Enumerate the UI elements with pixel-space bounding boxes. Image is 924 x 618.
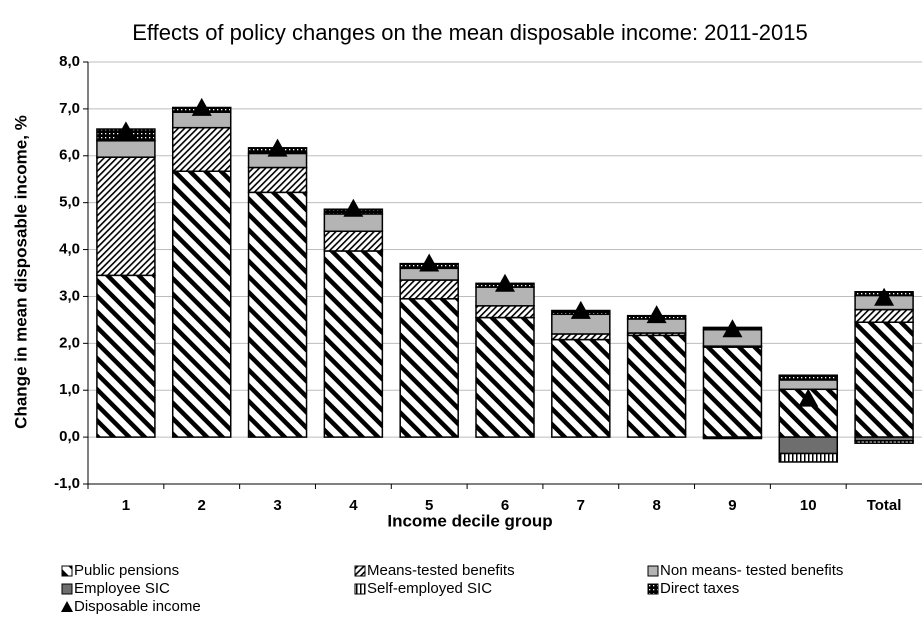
marker <box>874 287 895 306</box>
marker <box>115 121 136 140</box>
bar-segment <box>247 166 308 194</box>
legend-label: Self-employed SIC <box>367 580 492 597</box>
bar-segment <box>96 140 156 158</box>
bar-segment <box>778 374 839 381</box>
y-tick-label: 0,0 <box>59 428 80 445</box>
x-tick-label: 6 <box>501 497 509 514</box>
legend-swatch <box>354 583 366 595</box>
bar-segment <box>854 321 914 438</box>
bar-segment <box>551 338 611 438</box>
bar-segment <box>778 452 839 463</box>
bar-segment <box>96 274 156 438</box>
legend-label: Non means- tested benefits <box>660 562 843 579</box>
y-tick-label: 1,0 <box>59 381 80 398</box>
marker <box>419 253 440 272</box>
legend-swatch <box>61 565 73 577</box>
x-axis-title: Income decile group <box>387 511 552 530</box>
bar-segment <box>323 250 384 438</box>
bar-segment <box>778 436 839 455</box>
bar-segment <box>854 440 914 444</box>
legend-label: Employee SIC <box>74 580 170 597</box>
legend-swatch <box>61 583 73 595</box>
y-tick-label: 2,0 <box>59 334 80 351</box>
bar-segment <box>475 305 535 319</box>
marker <box>495 273 515 292</box>
legend-label: Disposable income <box>74 598 201 615</box>
marker <box>798 388 819 407</box>
chart-title: Effects of policy changes on the mean di… <box>132 20 808 45</box>
bar-segment <box>171 126 232 173</box>
x-tick-label: 1 <box>122 497 130 514</box>
y-tick-label: 8,0 <box>59 53 80 70</box>
legend-swatch <box>647 565 659 577</box>
bar-segment <box>323 230 384 252</box>
bar-segment <box>854 308 914 323</box>
bar-segment <box>96 156 156 277</box>
legend-label: Direct taxes <box>660 580 739 597</box>
marker <box>191 97 212 116</box>
bar-segment <box>399 298 459 438</box>
marker <box>343 198 364 217</box>
legend-label: Public pensions <box>74 562 179 579</box>
legend-marker <box>61 601 73 612</box>
y-tick-label: -1,0 <box>54 475 80 492</box>
legend-swatch <box>354 565 366 577</box>
x-tick-label: 8 <box>652 497 660 514</box>
x-tick-label: 4 <box>349 497 358 514</box>
bar-segment <box>551 333 611 341</box>
bar-segment <box>247 191 308 438</box>
bar-segment <box>475 316 535 438</box>
y-tick-label: 4,0 <box>59 241 80 258</box>
legend-swatch <box>647 583 659 595</box>
x-tick-label: Total <box>867 497 902 514</box>
y-tick-label: 5,0 <box>59 194 80 211</box>
y-axis-title: Change in mean disposable income, % <box>11 115 30 429</box>
bar-segment <box>171 170 232 438</box>
bar-segment <box>702 346 763 438</box>
x-tick-label: 10 <box>800 497 817 514</box>
x-tick-label: 9 <box>728 497 736 514</box>
x-tick-label: 5 <box>425 497 433 514</box>
bar-segment <box>778 379 839 391</box>
x-tick-label: 7 <box>577 497 585 514</box>
y-tick-label: 6,0 <box>59 147 80 164</box>
x-tick-label: 2 <box>198 497 206 514</box>
legend-label: Means-tested benefits <box>367 562 515 579</box>
bar-segment <box>702 436 763 440</box>
marker <box>722 319 743 338</box>
y-tick-label: 7,0 <box>59 100 80 117</box>
bar-segment <box>626 334 687 438</box>
marker <box>570 300 591 319</box>
y-tick-label: 3,0 <box>59 287 80 304</box>
marker <box>267 138 288 157</box>
marker <box>646 305 667 324</box>
bar-segment <box>399 279 459 300</box>
x-tick-label: 3 <box>273 497 281 514</box>
